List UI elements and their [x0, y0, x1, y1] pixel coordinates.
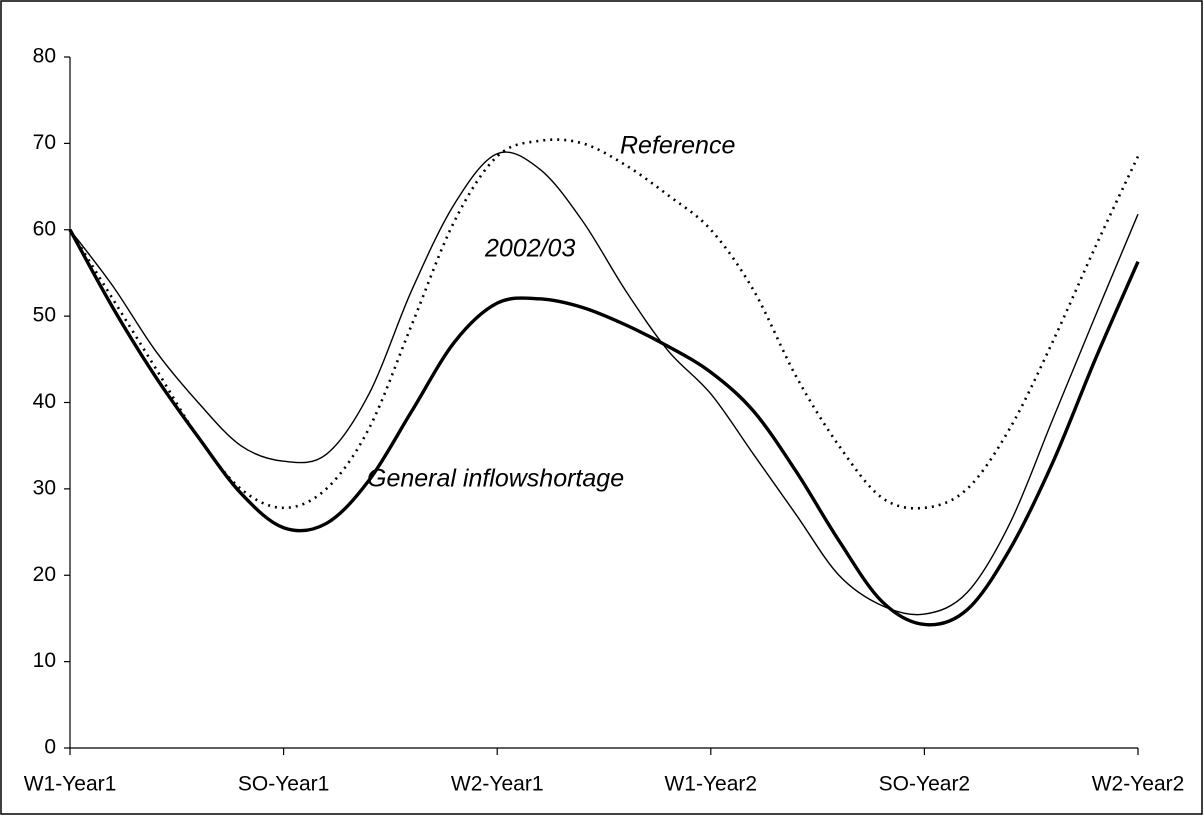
y-tick-label: 20: [33, 563, 56, 586]
y-tick-label: 10: [33, 649, 56, 672]
series-label: General inflowshortage: [367, 465, 624, 493]
x-tick-label: W1-Year2: [664, 773, 757, 796]
series-label: 2002/03: [484, 235, 575, 263]
line-series: [68, 138, 1140, 510]
x-tick-label: W2-Year1: [451, 773, 544, 796]
y-tick-label: 30: [33, 476, 56, 499]
series-label: Reference: [620, 132, 735, 160]
y-tick-label: 60: [33, 217, 56, 240]
y-tick-label: 0: [44, 736, 56, 759]
x-tick-label: SO-Year2: [879, 773, 970, 796]
x-tick-label: SO-Year1: [238, 773, 329, 796]
y-tick-label: 70: [33, 131, 56, 154]
x-tick-label: W2-Year2: [1092, 773, 1185, 796]
y-tick-label: 40: [33, 390, 56, 413]
line-series: [68, 228, 1140, 627]
x-tick-label: W1-Year1: [24, 773, 117, 796]
line-series: [69, 151, 1139, 616]
y-tick-label: 50: [33, 304, 56, 327]
y-tick-label: 80: [33, 45, 56, 68]
